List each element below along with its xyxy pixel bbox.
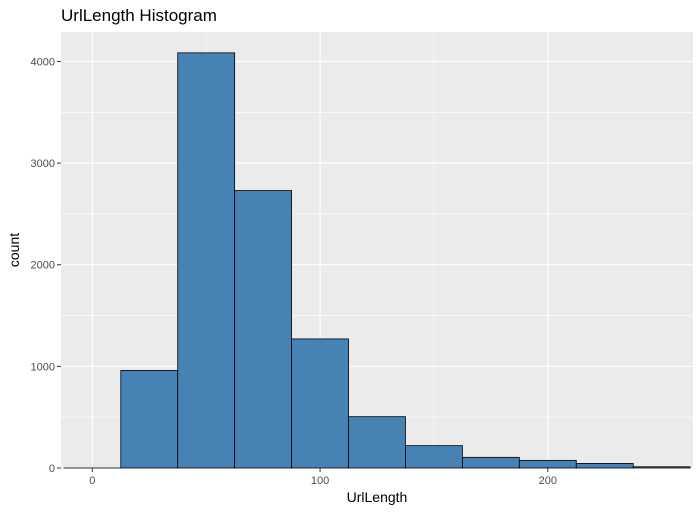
x-axis: 0 100 200 [89,468,557,487]
y-tick-label: 2000 [31,260,55,272]
y-tick-label: 4000 [31,56,55,68]
histogram-bar [234,190,292,469]
chart-title: UrlLength Histogram [61,6,217,25]
histogram-bar [632,466,691,469]
histogram-bar [291,338,349,469]
x-tick-label: 200 [539,475,557,487]
y-tick-label: 3000 [31,158,55,170]
y-tick-label: 0 [49,463,55,475]
y-axis-title: count [6,233,22,267]
histogram-bar [575,463,634,469]
y-axis: 0 1000 2000 3000 4000 [31,56,61,475]
bars [63,52,691,469]
histogram-bar [120,370,179,469]
histogram-bar [518,459,577,469]
histogram-bar [405,445,463,469]
histogram-bar [462,456,520,469]
x-axis-title: UrlLength [347,489,408,505]
y-tick-label: 1000 [31,361,55,373]
histogram-bar [348,416,406,469]
x-tick-label: 100 [311,475,329,487]
histogram-bar [177,52,236,469]
x-tick-label: 0 [89,475,95,487]
